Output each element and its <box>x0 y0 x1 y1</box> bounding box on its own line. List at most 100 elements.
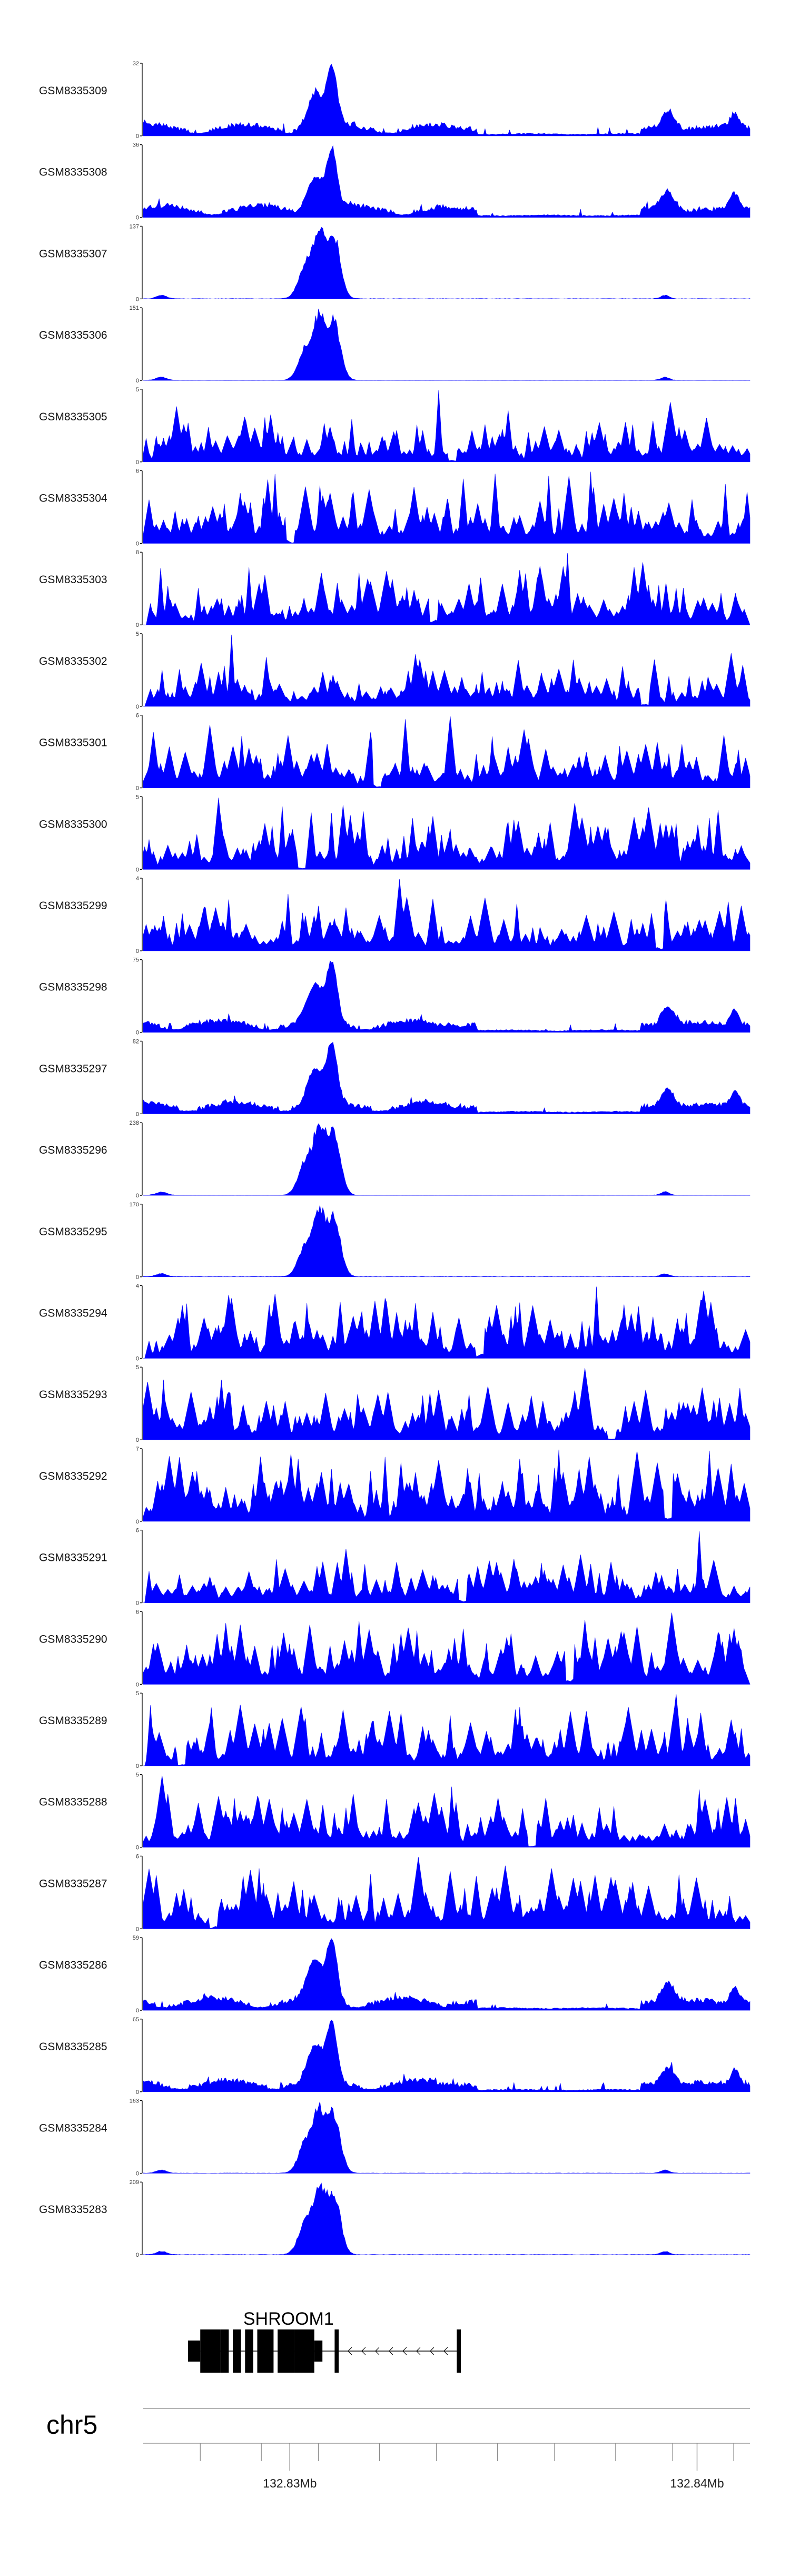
track-ymin-label: 0 <box>136 785 139 792</box>
track-ymin-label: 0 <box>136 1356 139 1362</box>
track-label: GSM8335287 <box>39 1877 107 1890</box>
coverage-area <box>143 1531 750 1603</box>
track-label: GSM8335298 <box>39 981 107 994</box>
strand-arrow <box>416 2347 421 2355</box>
track-ymax-label: 5 <box>136 1364 139 1371</box>
track-ymin-label: 0 <box>136 1845 139 1851</box>
coverage-area <box>143 1694 750 1766</box>
track-GSM8335286: GSM8335286 59 0 <box>39 1935 750 2014</box>
track-ymax-label: 65 <box>133 2017 139 2023</box>
track-GSM8335307: GSM8335307 137 0 <box>39 223 750 302</box>
coverage-area <box>143 1205 750 1277</box>
track-ymin-label: 0 <box>136 1111 139 1117</box>
track-ymin-label: 0 <box>136 1437 139 1443</box>
track-ymin-label: 0 <box>136 1193 139 1199</box>
track-label: GSM8335290 <box>39 1633 107 1645</box>
track-ymin-label: 0 <box>136 1763 139 1769</box>
track-ymax-label: 82 <box>133 1038 139 1045</box>
track-ymax-label: 137 <box>130 223 139 230</box>
track-ymin-label: 0 <box>136 1519 139 1525</box>
track-GSM8335288: GSM8335288 5 0 <box>39 1772 750 1851</box>
track-label: GSM8335307 <box>39 248 107 260</box>
gene-exon <box>220 2329 229 2373</box>
track-ymin-label: 0 <box>136 2252 139 2258</box>
track-ymin-label: 0 <box>136 215 139 221</box>
track-ymin-label: 0 <box>136 948 139 955</box>
track-label: GSM8335306 <box>39 329 107 341</box>
track-label: GSM8335293 <box>39 1389 107 1401</box>
coverage-area <box>143 2020 750 2092</box>
track-GSM8335283: GSM8335283 209 0 <box>39 2179 750 2258</box>
track-GSM8335290: GSM8335290 6 0 <box>39 1609 750 1688</box>
track-label: GSM8335296 <box>39 1144 107 1156</box>
gene-exon <box>200 2329 221 2373</box>
track-GSM8335306: GSM8335306 151 0 <box>39 305 750 384</box>
track-ymin-label: 0 <box>136 1030 139 1036</box>
track-label: GSM8335288 <box>39 1796 107 1808</box>
track-label: GSM8335304 <box>39 493 107 505</box>
gene-exon <box>334 2329 339 2373</box>
gene-name-label: SHROOM1 <box>243 2309 334 2329</box>
track-ymax-label: 6 <box>136 1609 139 1615</box>
track-ymax-label: 7 <box>136 1446 139 1452</box>
track-ymax-label: 163 <box>130 2098 139 2105</box>
track-label: GSM8335309 <box>39 85 107 97</box>
track-GSM8335289: GSM8335289 5 0 <box>39 1690 750 1769</box>
track-ymax-label: 6 <box>136 468 139 475</box>
coverage-area <box>143 798 750 870</box>
track-ymin-label: 0 <box>136 459 139 466</box>
track-ymin-label: 0 <box>136 867 139 873</box>
track-GSM8335291: GSM8335291 6 0 <box>39 1528 750 1607</box>
track-GSM8335301: GSM8335301 6 0 <box>39 713 750 792</box>
gene-exon <box>278 2329 294 2373</box>
coverage-area <box>143 227 750 299</box>
coverage-area <box>143 1449 750 1522</box>
track-ymin-label: 0 <box>136 1682 139 1688</box>
track-ymax-label: 36 <box>133 142 139 149</box>
track-label: GSM8335305 <box>39 411 107 423</box>
axis-tick-label: 132.83Mb <box>263 2476 317 2490</box>
gene-exon <box>457 2329 461 2373</box>
track-ymin-label: 0 <box>136 541 139 547</box>
track-ymax-label: 5 <box>136 631 139 637</box>
coverage-area <box>143 1368 750 1440</box>
gene-exon <box>294 2329 314 2373</box>
track-ymax-label: 4 <box>136 876 139 882</box>
track-GSM8335293: GSM8335293 5 0 <box>39 1364 750 1443</box>
track-ymin-label: 0 <box>136 2008 139 2014</box>
track-ymax-label: 5 <box>136 387 139 393</box>
gene-exon <box>233 2329 241 2373</box>
track-label: GSM8335283 <box>39 2204 107 2216</box>
coverage-area <box>143 145 750 218</box>
track-GSM8335285: GSM8335285 65 0 <box>39 2017 750 2096</box>
track-label: GSM8335289 <box>39 1715 107 1727</box>
track-GSM8335295: GSM8335295 170 0 <box>39 1202 750 1281</box>
gene-exon <box>257 2329 274 2373</box>
track-GSM8335297: GSM8335297 82 0 <box>39 1038 750 1117</box>
coverage-area <box>143 2101 750 2174</box>
track-label: GSM8335301 <box>39 737 107 749</box>
track-ymin-label: 0 <box>136 622 139 628</box>
strand-arrow <box>389 2347 393 2355</box>
track-GSM8335304: GSM8335304 6 0 <box>39 468 750 547</box>
track-label: GSM8335299 <box>39 900 107 912</box>
strand-arrow <box>402 2347 407 2355</box>
track-ymax-label: 5 <box>136 1690 139 1697</box>
coverage-area <box>143 960 750 1033</box>
track-ymax-label: 32 <box>133 61 139 67</box>
track-GSM8335300: GSM8335300 5 0 <box>39 794 750 873</box>
coverage-area <box>143 716 750 788</box>
coverage-area <box>143 1775 750 1847</box>
track-ymax-label: 8 <box>136 549 139 556</box>
track-GSM8335296: GSM8335296 238 0 <box>39 1120 750 1199</box>
track-ymin-label: 0 <box>136 704 139 710</box>
track-GSM8335298: GSM8335298 75 0 <box>39 957 750 1036</box>
track-label: GSM8335291 <box>39 1552 107 1564</box>
track-ymax-label: 75 <box>133 957 139 963</box>
coverage-area <box>143 1613 750 1685</box>
coverage-area <box>143 64 750 136</box>
track-ymax-label: 4 <box>136 1283 139 1290</box>
strand-arrow <box>361 2347 366 2355</box>
track-label: GSM8335286 <box>39 1959 107 1971</box>
track-GSM8335308: GSM8335308 36 0 <box>39 142 750 221</box>
